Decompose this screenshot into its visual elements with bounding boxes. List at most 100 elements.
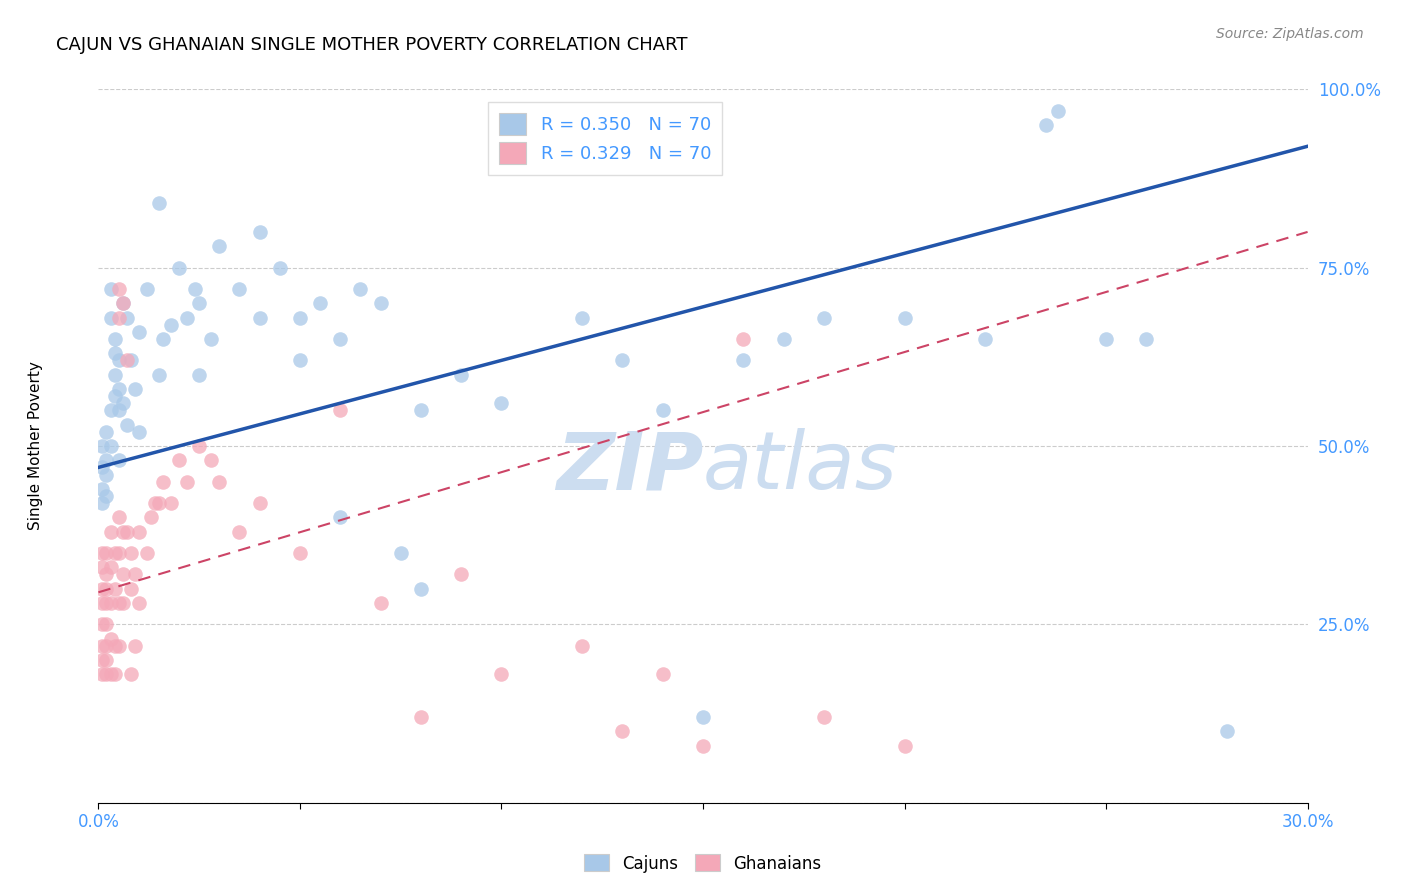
Point: [228, 282, 250, 296]
Point: [96, 453, 118, 467]
Point: [450, 368, 472, 382]
Point: [228, 524, 250, 539]
Point: [124, 639, 146, 653]
Point: [103, 368, 125, 382]
Point: [100, 310, 122, 325]
Point: [128, 325, 150, 339]
Point: [91, 582, 114, 596]
Point: [91, 653, 114, 667]
Point: [893, 310, 915, 325]
Point: [107, 510, 129, 524]
Point: [91, 482, 114, 496]
Point: [329, 403, 352, 417]
Point: [409, 403, 432, 417]
Point: [115, 417, 138, 432]
Point: [491, 667, 513, 681]
Point: [107, 310, 129, 325]
Point: [167, 260, 190, 275]
Point: [1046, 103, 1069, 118]
Point: [143, 496, 166, 510]
Point: [96, 425, 118, 439]
Point: [96, 639, 118, 653]
Legend: Cajuns, Ghanaians: Cajuns, Ghanaians: [578, 847, 828, 880]
Point: [111, 396, 134, 410]
Point: [1216, 724, 1239, 739]
Point: [115, 524, 138, 539]
Point: [1135, 332, 1157, 346]
Point: [249, 225, 271, 239]
Point: [96, 567, 118, 582]
Point: [107, 353, 129, 368]
Point: [91, 667, 114, 681]
Point: [100, 632, 122, 646]
Point: [96, 546, 118, 560]
Point: [103, 346, 125, 360]
Point: [91, 639, 114, 653]
Point: [107, 382, 129, 396]
Point: [107, 546, 129, 560]
Point: [111, 296, 134, 310]
Point: [96, 489, 118, 503]
Point: [200, 453, 222, 467]
Point: [208, 239, 231, 253]
Point: [100, 667, 122, 681]
Point: [249, 496, 271, 510]
Point: [176, 310, 198, 325]
Point: [111, 296, 134, 310]
Point: [103, 582, 125, 596]
Point: [91, 439, 114, 453]
Point: [91, 560, 114, 574]
Point: [188, 439, 211, 453]
Point: [893, 739, 915, 753]
Point: [329, 510, 352, 524]
Point: [91, 460, 114, 475]
Point: [120, 582, 142, 596]
Point: [148, 496, 170, 510]
Point: [188, 368, 211, 382]
Point: [148, 196, 170, 211]
Point: [103, 332, 125, 346]
Point: [612, 724, 634, 739]
Point: [733, 353, 755, 368]
Point: [176, 475, 198, 489]
Point: [450, 567, 472, 582]
Point: [91, 596, 114, 610]
Point: [148, 368, 170, 382]
Point: [91, 546, 114, 560]
Point: [152, 475, 174, 489]
Point: [100, 439, 122, 453]
Point: [124, 567, 146, 582]
Point: [128, 425, 150, 439]
Point: [107, 596, 129, 610]
Point: [120, 546, 142, 560]
Point: [103, 639, 125, 653]
Point: [139, 510, 162, 524]
Legend: R = 0.350   N = 70, R = 0.329   N = 70: R = 0.350 N = 70, R = 0.329 N = 70: [488, 102, 723, 175]
Point: [96, 467, 118, 482]
Point: [96, 653, 118, 667]
Point: [160, 318, 183, 332]
Point: [152, 332, 174, 346]
Point: [772, 332, 794, 346]
Point: [107, 403, 129, 417]
Point: [96, 596, 118, 610]
Point: [167, 453, 190, 467]
Point: [120, 353, 142, 368]
Point: [813, 310, 835, 325]
Point: [612, 353, 634, 368]
Point: [115, 353, 138, 368]
Point: [349, 282, 371, 296]
Point: [100, 282, 122, 296]
Point: [135, 546, 157, 560]
Point: [370, 596, 392, 610]
Point: [96, 582, 118, 596]
Point: [409, 582, 432, 596]
Point: [651, 667, 673, 681]
Point: [288, 546, 311, 560]
Point: [91, 617, 114, 632]
Point: [309, 296, 332, 310]
Point: [692, 739, 714, 753]
Point: [115, 310, 138, 325]
Text: ZIP: ZIP: [555, 428, 703, 507]
Point: [103, 667, 125, 681]
